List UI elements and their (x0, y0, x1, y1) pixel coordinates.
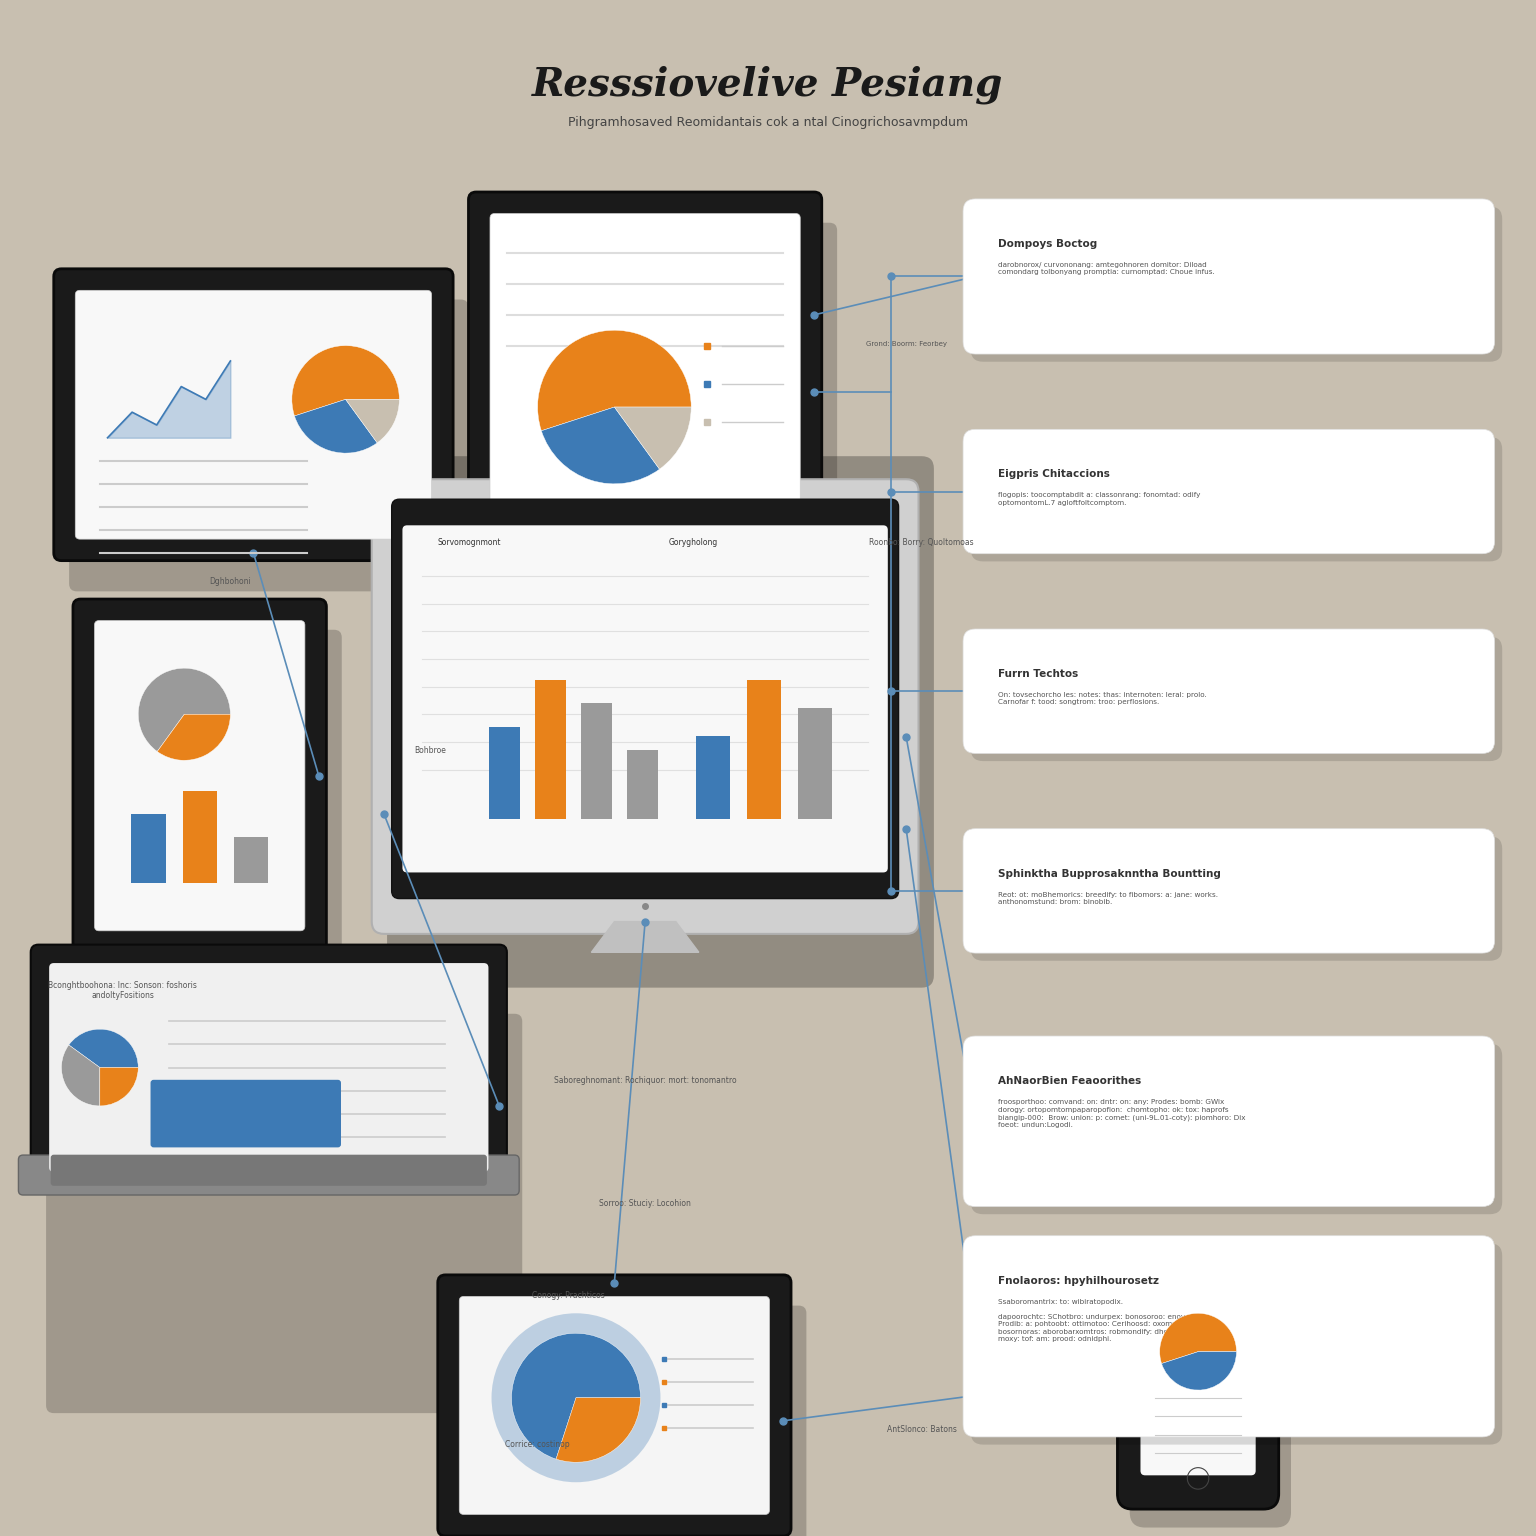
FancyBboxPatch shape (69, 300, 468, 591)
Wedge shape (614, 407, 691, 468)
Text: AhNaorBien Feaoorithes: AhNaorBien Feaoorithes (998, 1075, 1141, 1086)
Text: Corrice: costinop: Corrice: costinop (505, 1439, 570, 1448)
FancyBboxPatch shape (51, 1155, 487, 1186)
FancyBboxPatch shape (18, 1155, 519, 1195)
Circle shape (538, 1359, 614, 1436)
Wedge shape (138, 668, 230, 751)
FancyBboxPatch shape (402, 525, 888, 872)
Text: Roonbo: Borry: Quoltomoas: Roonbo: Borry: Quoltomoas (869, 538, 974, 547)
Text: Conogy: Prachticos: Conogy: Prachticos (531, 1290, 605, 1299)
Wedge shape (295, 399, 378, 453)
FancyBboxPatch shape (392, 499, 899, 899)
FancyBboxPatch shape (490, 214, 800, 570)
Text: Sorroo: Stuciy: Locohion: Sorroo: Stuciy: Locohion (599, 1198, 691, 1207)
FancyBboxPatch shape (89, 630, 341, 983)
FancyBboxPatch shape (484, 223, 837, 622)
Text: flogopis: toocomptabdit a: classonrang: fonomtad: odify
optomontomL.7 agloftfolt: flogopis: toocomptabdit a: classonrang: … (998, 492, 1201, 505)
FancyBboxPatch shape (963, 429, 1495, 553)
FancyBboxPatch shape (372, 479, 919, 934)
Wedge shape (511, 1333, 641, 1459)
Wedge shape (157, 714, 230, 760)
Text: Ssaboromantrix: to: wibiratopodix.

dapoorochtc: SChotbro: undurpex: bonosoroo: : Ssaboromantrix: to: wibiratopodix. dapoo… (998, 1299, 1207, 1342)
FancyBboxPatch shape (95, 621, 304, 931)
FancyBboxPatch shape (49, 963, 488, 1172)
Bar (581, 703, 611, 819)
Bar (696, 736, 730, 819)
Text: Gorygholong: Gorygholong (670, 538, 719, 547)
FancyBboxPatch shape (1118, 1241, 1278, 1508)
FancyBboxPatch shape (46, 1014, 522, 1413)
Circle shape (518, 1339, 634, 1456)
Bar (132, 814, 166, 883)
FancyBboxPatch shape (1140, 1275, 1256, 1475)
FancyBboxPatch shape (459, 1296, 770, 1514)
Text: Reot: ot: moBhemorics: breedify: to fibomors: a: jane: works.
anthonomstund: bro: Reot: ot: moBhemorics: breedify: to fibo… (998, 891, 1218, 905)
Text: Bohbroe: Bohbroe (415, 745, 445, 754)
Wedge shape (1161, 1352, 1236, 1390)
Text: froosporthoo: comvand: on: dntr: on: any: Prodes: bomb: GWix
dorogy: ortopomtomp: froosporthoo: comvand: on: dntr: on: any… (998, 1100, 1246, 1127)
FancyBboxPatch shape (971, 1044, 1502, 1213)
Text: Dompoys Boctog: Dompoys Boctog (998, 240, 1098, 249)
Polygon shape (591, 922, 699, 952)
FancyBboxPatch shape (438, 1275, 791, 1536)
FancyBboxPatch shape (54, 269, 453, 561)
Text: Sphinktha Bupprosaknntha Bountting: Sphinktha Bupprosaknntha Bountting (998, 869, 1221, 879)
FancyBboxPatch shape (971, 637, 1502, 762)
Text: Eigpris Chitaccions: Eigpris Chitaccions (998, 468, 1111, 479)
FancyBboxPatch shape (151, 1080, 341, 1147)
FancyBboxPatch shape (387, 456, 934, 988)
Wedge shape (61, 1044, 100, 1106)
FancyBboxPatch shape (971, 436, 1502, 561)
Bar (233, 837, 267, 883)
Text: darobnorox/ curvononang: amtegohnoren domitor: Diload
comondarg tolbonyang promp: darobnorox/ curvononang: amtegohnoren do… (998, 263, 1215, 275)
Wedge shape (292, 346, 399, 416)
Wedge shape (346, 399, 399, 442)
FancyBboxPatch shape (31, 945, 507, 1190)
FancyBboxPatch shape (971, 1244, 1502, 1444)
Text: Resssiovelive Pesiang: Resssiovelive Pesiang (533, 65, 1003, 104)
Text: Pihgramhosaved Reomidantais cok a ntal Cinogrichosavmpdum: Pihgramhosaved Reomidantais cok a ntal C… (568, 117, 968, 129)
FancyBboxPatch shape (971, 837, 1502, 962)
Wedge shape (538, 330, 691, 430)
Text: Bconghtboohona: Inc: Sonson: foshoris
andoltyFositions: Bconghtboohona: Inc: Sonson: foshoris an… (49, 982, 197, 1000)
FancyBboxPatch shape (971, 207, 1502, 362)
Bar (746, 680, 782, 819)
Wedge shape (69, 1029, 138, 1068)
Text: Furrn Techtos: Furrn Techtos (998, 670, 1078, 679)
FancyBboxPatch shape (1130, 1260, 1290, 1527)
FancyBboxPatch shape (963, 829, 1495, 952)
FancyBboxPatch shape (963, 1235, 1495, 1438)
FancyBboxPatch shape (453, 1306, 806, 1536)
Text: Saboreghnomant: Rochiquor: mort: tonomantro: Saboreghnomant: Rochiquor: mort: tonoman… (554, 1075, 736, 1084)
Wedge shape (541, 407, 659, 484)
Text: Grond: Boorm: Feorbey: Grond: Boorm: Feorbey (866, 341, 946, 347)
Text: AntSlonco: Batons: AntSlonco: Batons (886, 1424, 957, 1433)
Wedge shape (1160, 1313, 1236, 1364)
Bar (799, 708, 833, 819)
Bar (627, 750, 657, 819)
Bar (488, 727, 519, 819)
FancyBboxPatch shape (75, 290, 432, 539)
Text: Dghbohoni: Dghbohoni (209, 576, 252, 585)
Wedge shape (556, 1398, 641, 1462)
Bar (535, 680, 565, 819)
FancyBboxPatch shape (963, 1035, 1495, 1207)
FancyBboxPatch shape (963, 200, 1495, 355)
FancyBboxPatch shape (468, 192, 822, 591)
Text: Sorvomognmont: Sorvomognmont (438, 538, 501, 547)
Bar (183, 791, 217, 883)
Text: Fnolaoros: hpyhilhourosetz: Fnolaoros: hpyhilhourosetz (998, 1275, 1160, 1286)
Wedge shape (100, 1068, 138, 1106)
Circle shape (492, 1313, 660, 1482)
FancyBboxPatch shape (963, 630, 1495, 753)
Text: On: tovsechorcho les: notes: thas: internoten: leral: prolo.
Carnofar f: tood: s: On: tovsechorcho les: notes: thas: inter… (998, 693, 1207, 705)
FancyBboxPatch shape (74, 599, 327, 952)
